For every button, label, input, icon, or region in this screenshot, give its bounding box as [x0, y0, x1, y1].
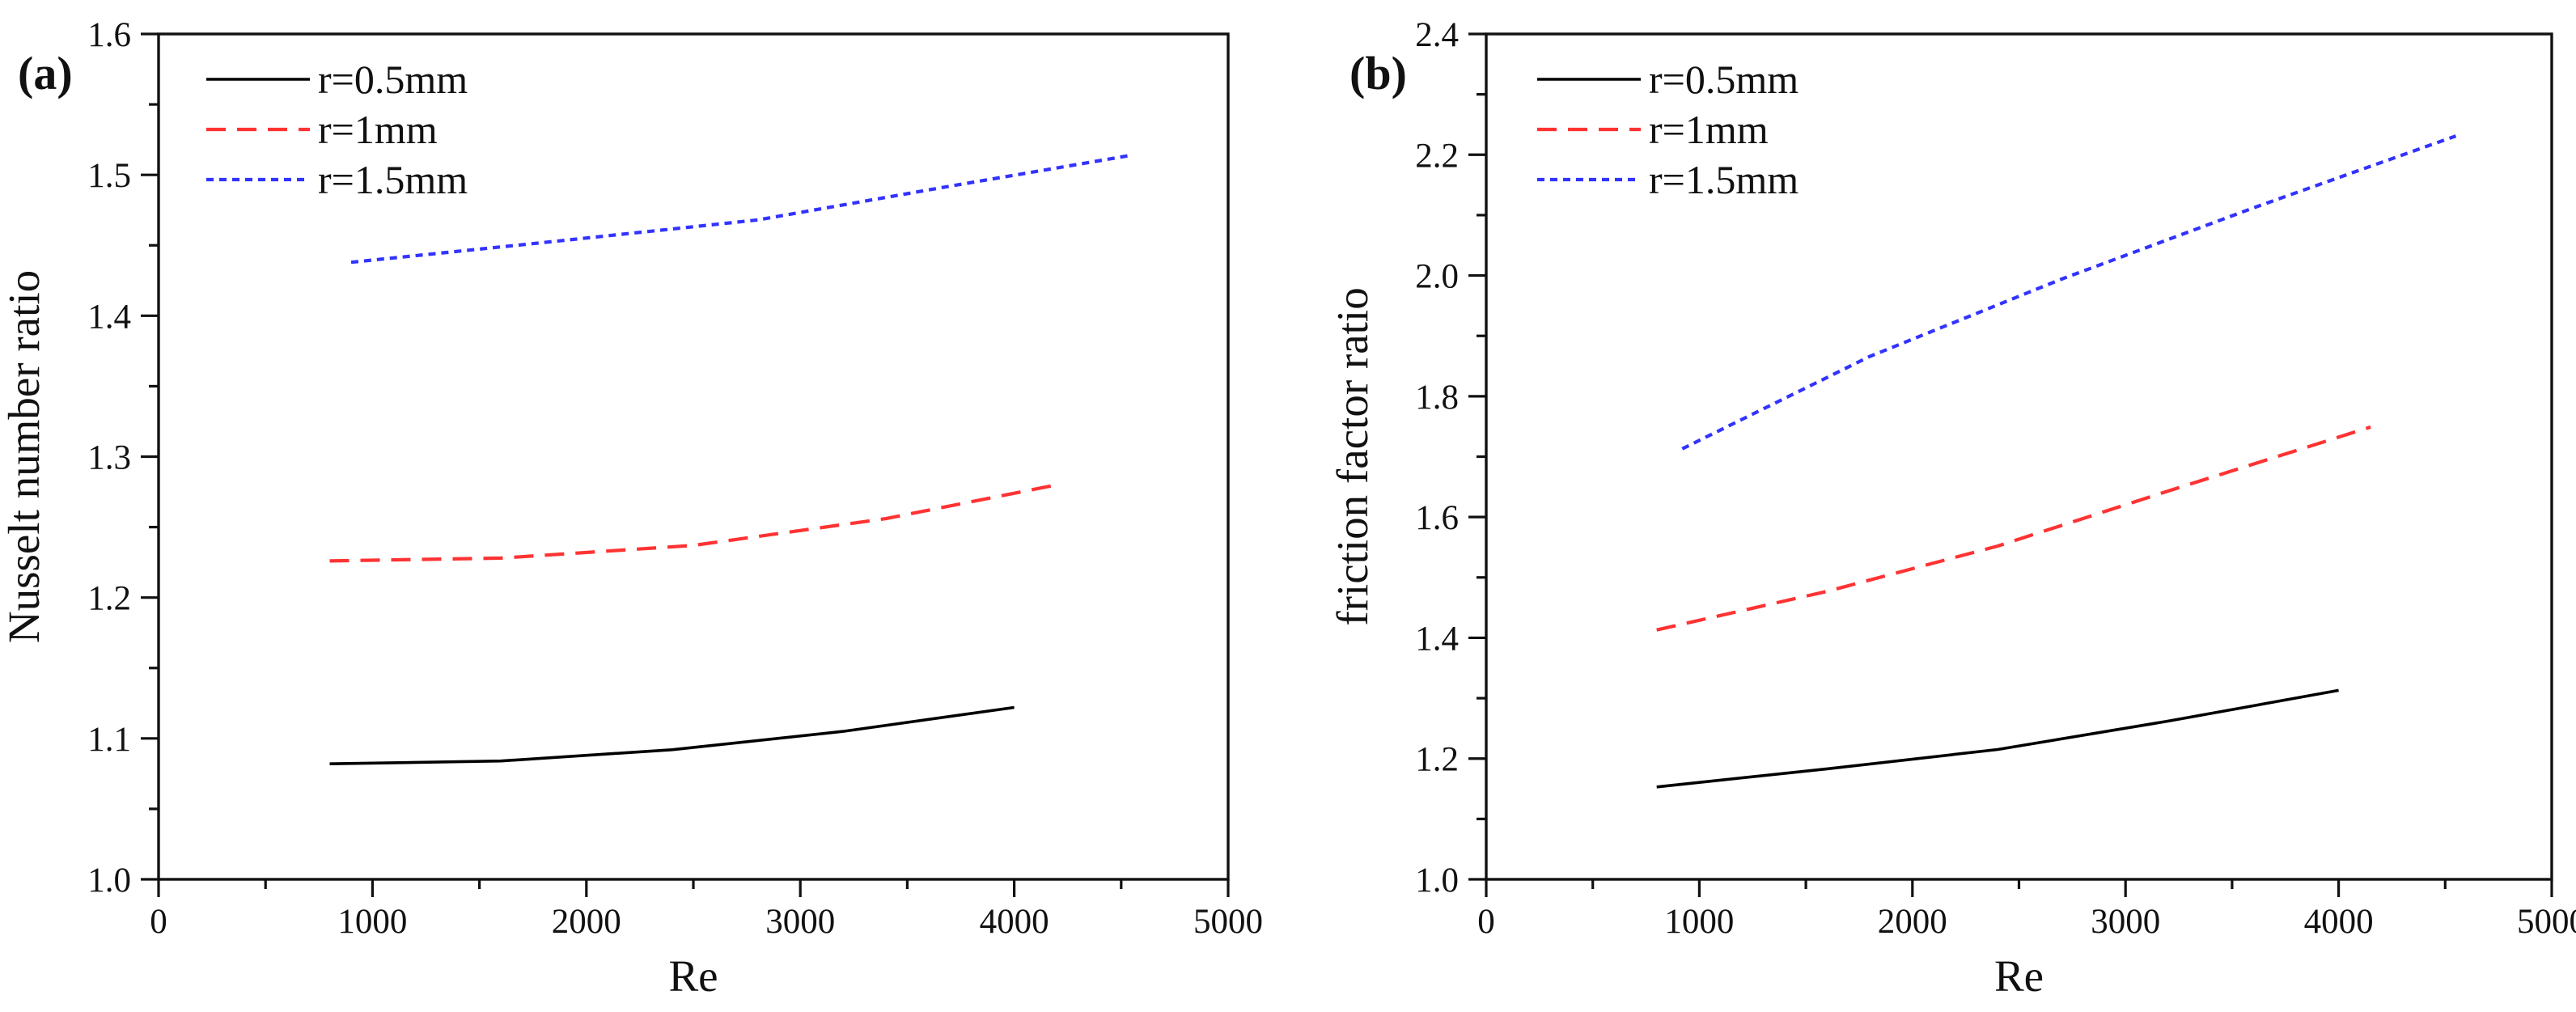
panel-a-y-tick-label: 1.5	[87, 157, 131, 195]
panel-a-series-line-r-1mm	[329, 483, 1057, 563]
panel-b-y-tick-label: 2.0	[1415, 258, 1459, 296]
panel-b-legend-label: r=0.5mm	[1649, 57, 1799, 102]
panel-b-y-tick-label: 1.0	[1415, 862, 1459, 900]
panel-a-y-tick-label: 1.6	[87, 16, 131, 54]
panel-a-series-line-r-1-5mm	[350, 153, 1133, 265]
panel-a-y-axis-title: Nusselt number ratio	[0, 270, 49, 643]
panel-b-chart: 0 1000 2000 3000 4000 5000 1.0 1.2 1.4 1.6 1.8 2.0 2…	[1328, 16, 2576, 1001]
panel-b-y-tick-label: 1.6	[1415, 499, 1459, 537]
panel-b-y-tick-label: 1.8	[1415, 379, 1459, 417]
panel-b-y-tick-label: 2.2	[1415, 137, 1459, 175]
panel-a-legend-label: r=1.5mm	[318, 157, 468, 202]
panel-b-y-tick-label: 1.4	[1415, 620, 1459, 658]
panel-b-x-axis-title: Re	[1994, 951, 2044, 1001]
panel-a-x-axis-title: Re	[668, 951, 718, 1001]
panel-b-y-axis-title: friction factor ratio	[1328, 287, 1377, 625]
panel-b-x-tick-label: 2000	[1878, 903, 1947, 941]
panel-a-x-tick-label: 2000	[552, 903, 621, 941]
panel-a-y-tick-label: 1.4	[87, 298, 131, 336]
panel-b-legend-label: r=1.5mm	[1649, 157, 1799, 202]
panel-a-x-tick-label: 5000	[1193, 903, 1263, 941]
panel-b-x-tick-label: 4000	[2304, 903, 2374, 941]
panel-a-panel-label: (a)	[18, 47, 73, 100]
panel-a-y-tick-label: 1.3	[87, 439, 131, 477]
panel-a-legend-label: r=1mm	[318, 107, 438, 152]
panel-b-x-tick-label: 3000	[2091, 903, 2160, 941]
panel-b-series-line-r-1-5mm	[1681, 134, 2457, 451]
panel-a-y-tick-label: 1.1	[87, 721, 131, 759]
panel-b-plot-frame	[1485, 32, 2553, 881]
panel-b-x-tick-label: 0	[1477, 903, 1495, 941]
panel-a-y-tick-label: 1.0	[87, 862, 131, 900]
panel-a-y-tick-label: 1.2	[87, 580, 131, 618]
panel-b-panel-label: (b)	[1349, 47, 1407, 100]
panel-b-series-line-r-1mm	[1656, 425, 2371, 632]
panel-a-series-line-r-0-5mm	[329, 705, 1015, 765]
panel-a-legend-label: r=0.5mm	[318, 57, 468, 102]
panel-a-x-tick-label: 1000	[337, 903, 407, 941]
panel-a-chart: 0 1000 2000 3000 4000 5000 1.0 1.1 1.2 1.3 1.4 1.5 1…	[0, 16, 1263, 1001]
panel-a-x-tick-label: 0	[150, 903, 167, 941]
panel-b-x-tick-label: 1000	[1664, 903, 1734, 941]
panel-b-legend-label: r=1mm	[1649, 107, 1769, 152]
panel-a-x-tick-label: 3000	[765, 903, 835, 941]
panel-b-y-tick-label: 2.4	[1415, 16, 1459, 54]
panel-b-x-tick-label: 5000	[2517, 903, 2576, 941]
panel-b-y-tick-label: 1.2	[1415, 741, 1459, 779]
panel-a-x-tick-label: 4000	[980, 903, 1049, 941]
panel-b-series-line-r-0-5mm	[1656, 688, 2339, 789]
